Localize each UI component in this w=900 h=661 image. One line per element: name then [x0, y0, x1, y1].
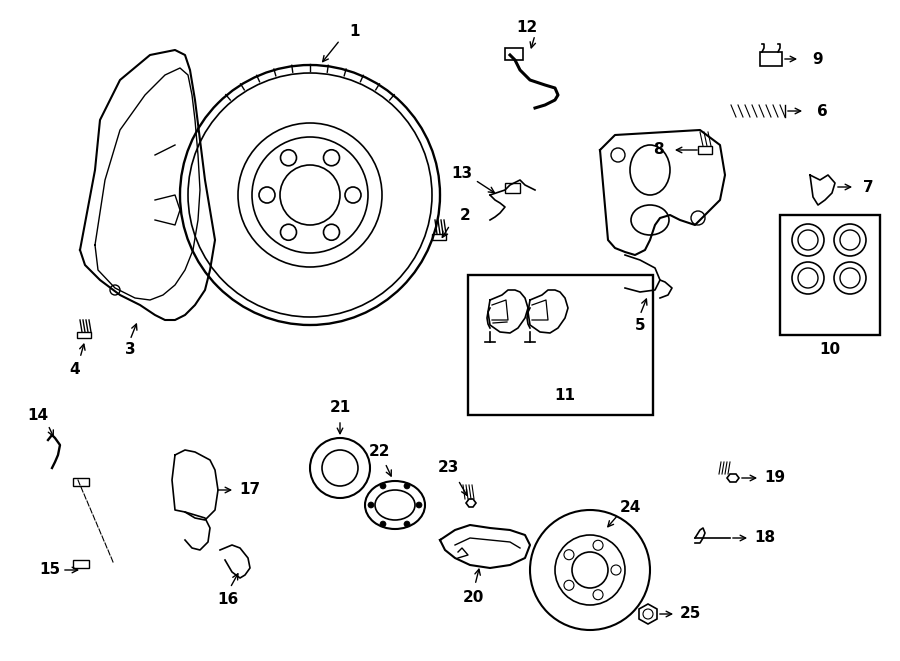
Bar [77, 332, 91, 338]
Circle shape [564, 550, 574, 560]
Bar [432, 234, 446, 240]
Text: 24: 24 [619, 500, 641, 516]
Circle shape [380, 521, 386, 527]
Circle shape [404, 483, 410, 489]
Text: 25: 25 [680, 607, 701, 621]
Bar [505, 48, 523, 60]
Bar [468, 275, 653, 415]
Text: 6: 6 [816, 104, 827, 118]
Circle shape [404, 521, 410, 527]
Text: 7: 7 [863, 180, 873, 194]
Text: 18: 18 [754, 531, 776, 545]
Text: 10: 10 [819, 342, 841, 358]
Text: 21: 21 [329, 401, 351, 416]
Text: 11: 11 [554, 387, 575, 403]
Bar [780, 215, 880, 335]
Text: 8: 8 [652, 143, 663, 157]
Text: 19: 19 [764, 471, 786, 485]
Text: 14: 14 [27, 407, 49, 422]
Circle shape [380, 483, 386, 489]
Circle shape [593, 540, 603, 550]
Text: 23: 23 [437, 459, 459, 475]
Circle shape [416, 502, 422, 508]
Text: 15: 15 [40, 563, 60, 578]
Text: 12: 12 [517, 20, 537, 36]
Text: 20: 20 [463, 590, 483, 605]
Circle shape [611, 565, 621, 575]
Text: 4: 4 [69, 362, 80, 377]
Bar [698, 146, 712, 154]
Text: 16: 16 [218, 592, 238, 607]
Text: 2: 2 [460, 208, 471, 223]
Text: 1: 1 [350, 24, 360, 40]
Text: 17: 17 [239, 483, 261, 498]
Bar [760, 52, 782, 66]
Circle shape [564, 580, 574, 590]
Bar [73, 478, 89, 486]
Bar [505, 183, 520, 193]
Text: 3: 3 [125, 342, 135, 358]
Text: 9: 9 [813, 52, 824, 67]
Text: 22: 22 [369, 444, 391, 459]
Text: 5: 5 [634, 317, 645, 332]
Circle shape [593, 590, 603, 600]
Bar [73, 560, 89, 568]
Circle shape [368, 502, 374, 508]
Text: 13: 13 [452, 165, 472, 180]
